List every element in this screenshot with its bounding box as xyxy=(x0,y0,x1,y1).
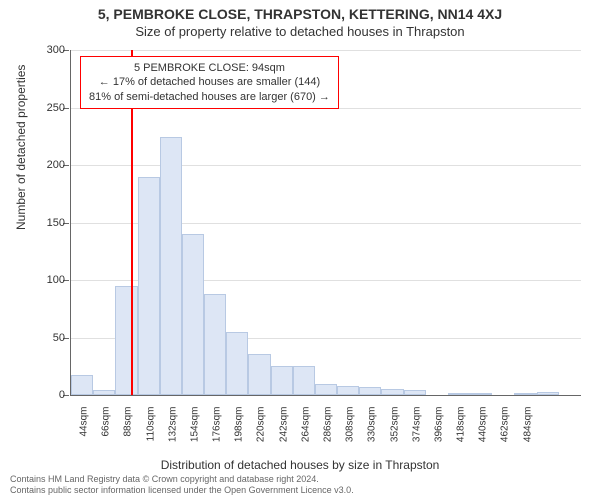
x-tick-label: 66sqm xyxy=(101,407,112,457)
histogram-bar xyxy=(381,389,403,395)
chart-subtitle: Size of property relative to detached ho… xyxy=(0,24,600,39)
histogram-bar xyxy=(226,332,248,395)
info-box: 5 PEMBROKE CLOSE: 94sqm ← 17% of detache… xyxy=(80,56,339,109)
histogram-bar xyxy=(115,286,137,395)
x-tick-label: 154sqm xyxy=(189,407,200,457)
x-tick-label: 242sqm xyxy=(278,407,289,457)
footer: Contains HM Land Registry data © Crown c… xyxy=(10,474,354,496)
info-line-1: 5 PEMBROKE CLOSE: 94sqm xyxy=(89,61,330,75)
x-tick-label: 176sqm xyxy=(212,407,223,457)
info-line-3: 81% of semi-detached houses are larger (… xyxy=(89,90,330,104)
histogram-bar xyxy=(448,393,470,395)
x-tick-label: 330sqm xyxy=(367,407,378,457)
x-tick-label: 418sqm xyxy=(456,407,467,457)
histogram-bar xyxy=(470,393,492,395)
y-axis-label: Number of detached properties xyxy=(14,65,28,230)
histogram-bar xyxy=(514,393,536,395)
page-title: 5, PEMBROKE CLOSE, THRAPSTON, KETTERING,… xyxy=(0,0,600,22)
histogram-bar xyxy=(248,354,270,395)
histogram-bar xyxy=(71,375,93,395)
y-tick-label: 100 xyxy=(47,274,65,286)
chart-area: 05010015020025030044sqm66sqm88sqm110sqm1… xyxy=(70,50,580,410)
histogram-bar xyxy=(271,366,293,395)
gridline xyxy=(71,165,581,166)
chart-container: 5, PEMBROKE CLOSE, THRAPSTON, KETTERING,… xyxy=(0,0,600,500)
y-tick-label: 200 xyxy=(47,159,65,171)
x-tick-label: 198sqm xyxy=(234,407,245,457)
gridline xyxy=(71,50,581,51)
histogram-bar xyxy=(204,294,226,395)
x-tick-label: 264sqm xyxy=(300,407,311,457)
footer-line-1: Contains HM Land Registry data © Crown c… xyxy=(10,474,354,485)
info-line-2: ← 17% of detached houses are smaller (14… xyxy=(89,75,330,89)
x-tick-label: 286sqm xyxy=(323,407,334,457)
histogram-bar xyxy=(93,390,115,395)
histogram-bar xyxy=(337,386,359,395)
x-tick-label: 440sqm xyxy=(478,407,489,457)
y-tick-label: 0 xyxy=(59,389,65,401)
x-tick-label: 462sqm xyxy=(500,407,511,457)
histogram-bar xyxy=(182,234,204,395)
histogram-bar xyxy=(404,390,426,395)
histogram-bar xyxy=(315,384,337,396)
histogram-bar xyxy=(537,392,559,395)
x-tick-label: 88sqm xyxy=(123,407,134,457)
x-tick-label: 374sqm xyxy=(411,407,422,457)
x-axis-label: Distribution of detached houses by size … xyxy=(0,458,600,472)
histogram-bar xyxy=(138,177,160,396)
y-tick-label: 150 xyxy=(47,217,65,229)
histogram-bar xyxy=(293,366,315,395)
x-tick-label: 308sqm xyxy=(345,407,356,457)
histogram-bar xyxy=(359,387,381,395)
x-tick-label: 132sqm xyxy=(167,407,178,457)
x-tick-label: 220sqm xyxy=(256,407,267,457)
y-tick-label: 300 xyxy=(47,44,65,56)
x-tick-label: 396sqm xyxy=(433,407,444,457)
x-tick-label: 484sqm xyxy=(522,407,533,457)
x-tick-label: 110sqm xyxy=(145,407,156,457)
x-tick-label: 44sqm xyxy=(79,407,90,457)
x-tick-label: 352sqm xyxy=(389,407,400,457)
footer-line-2: Contains public sector information licen… xyxy=(10,485,354,496)
y-tick-label: 250 xyxy=(47,102,65,114)
histogram-bar xyxy=(160,137,182,395)
y-tick-label: 50 xyxy=(53,332,65,344)
